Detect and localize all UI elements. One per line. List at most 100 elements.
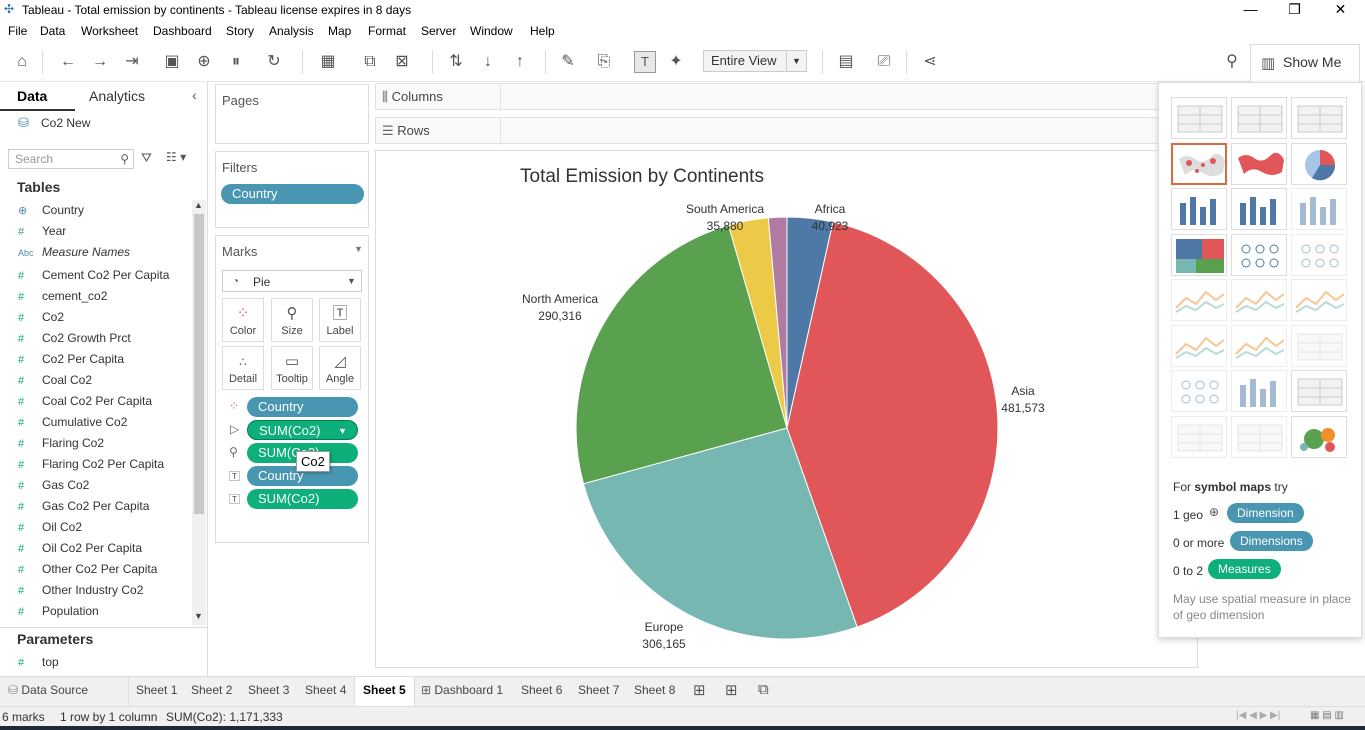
field-other-co2-per-capita[interactable]: # Other Co2 Per Capita [18,562,157,583]
show-me-dual-combination-icon[interactable] [1291,324,1347,367]
show-mark-labels-icon[interactable]: T [634,51,656,73]
redo-icon[interactable]: → [92,53,108,70]
menu-data[interactable]: Data [40,24,66,38]
view-toggle-icons[interactable]: ▦ ▤ ▥ [1310,710,1344,721]
show-me-pie-chart-icon[interactable] [1291,142,1347,185]
new-dashboard-icon[interactable]: ⊞ [725,682,738,699]
marks-color-button[interactable]: ⁘ Color [222,298,264,342]
mark-pill-country-label[interactable]: Country [247,466,358,486]
show-me-symbol-map-icon[interactable] [1171,142,1227,185]
menu-analysis[interactable]: Analysis [269,24,314,38]
collapse-panel-icon[interactable]: ‹ [192,87,197,103]
new-datasource-icon[interactable]: ⊕ [197,53,211,70]
rows-shelf[interactable]: ☰ Rows [375,117,1198,145]
marks-label-button[interactable]: 🅃 Label [319,298,361,342]
parameter-top[interactable]: # top [18,655,59,676]
menu-story[interactable]: Story [226,24,255,38]
field-co2[interactable]: # Co2 [18,310,64,331]
view-list-icon[interactable]: ☷ ▾ [166,150,187,164]
tab-sheet-6[interactable]: Sheet 6 [521,683,563,697]
minimize-button[interactable]: — [1243,1,1258,17]
show-me-treemap-icon[interactable] [1171,233,1227,276]
undo-icon[interactable]: ← [60,53,76,70]
tab-data[interactable]: Data [17,88,48,104]
menu-format[interactable]: Format [368,24,407,38]
field-gas-co2-per-capita[interactable]: # Gas Co2 Per Capita [18,499,149,520]
menu-server[interactable]: Server [421,24,457,38]
refresh-icon[interactable]: ↻ [267,53,281,70]
menu-dashboard[interactable]: Dashboard [153,24,212,38]
chevron-down-icon[interactable]: ▼ [354,244,363,254]
field-year[interactable]: # Year [18,224,66,245]
pages-shelf[interactable]: Pages [215,84,369,144]
menu-worksheet[interactable]: Worksheet [81,24,139,38]
show-me-stacked-bars-icon[interactable] [1231,188,1287,230]
show-me-bullet-graph-icon[interactable] [1231,415,1287,458]
swap-rows-columns-icon[interactable]: ⇅ [449,53,463,70]
filter-icon[interactable]: ⛛ [141,150,152,165]
show-me-gantt-chart-icon[interactable] [1171,415,1227,458]
tab-dashboard-1[interactable]: ⊞ Dashboard 1 [421,683,503,697]
filter-pill-country[interactable]: Country [221,184,364,204]
marks-detail-button[interactable]: ∴ Detail [222,346,264,390]
tab-sheet-5[interactable]: Sheet 5 [354,677,415,707]
datasource-name[interactable]: Co2 New [41,116,91,130]
show-me-histogram-icon[interactable] [1231,370,1287,412]
show-me-packed-bubbles-icon[interactable] [1291,415,1347,458]
tab-sheet-1[interactable]: Sheet 1 [136,683,178,697]
show-me-side-by-side-bars-icon[interactable] [1291,188,1347,230]
sheet-navigation-icons[interactable]: |◀ ◀ ▶ ▶| [1236,710,1281,721]
menu-window[interactable]: Window [470,24,513,38]
group-members-icon[interactable]: ⎘ [597,53,611,70]
field-cement-co2-per-capita[interactable]: # Cement Co2 Per Capita [18,268,169,289]
maximize-button[interactable]: ❐ [1288,1,1301,17]
menu-file[interactable]: File [8,24,28,38]
field-flaring-co2[interactable]: # Flaring Co2 [18,436,104,457]
field-population[interactable]: # Population [18,604,99,625]
duplicate-sheet-icon[interactable]: ⧉ [364,53,376,70]
show-me-circle-view-icon[interactable] [1231,233,1287,276]
new-story-icon[interactable]: ⧉ [758,681,769,698]
marks-size-button[interactable]: ⚲ Size [271,298,313,342]
mark-pill-sum-co2-label[interactable]: SUM(Co2) [247,489,358,509]
pie-slice-europe[interactable] [582,427,858,640]
scroll-up-icon[interactable]: ▲ [194,200,203,210]
replay-icon[interactable]: ⇥ [125,53,139,70]
field-cumulative-co2[interactable]: # Cumulative Co2 [18,415,127,436]
show-me-area-discrete-icon[interactable] [1231,324,1287,367]
share-icon[interactable]: ⋖ [923,53,937,70]
sort-descending-icon[interactable]: ↑ [516,53,524,70]
pie-slice-north-america[interactable] [575,224,788,485]
show-me-filled-map-icon[interactable] [1231,142,1287,185]
show-me-horizontal-bars-icon[interactable] [1171,188,1227,230]
menu-help[interactable]: Help [530,24,555,38]
show-cards-icon[interactable]: ▤ [838,53,854,70]
pie-slice-asia[interactable] [786,221,999,628]
pie-slice-other[interactable] [767,216,788,429]
tab-sheet-8[interactable]: Sheet 8 [634,683,676,697]
show-me-heat-map-icon[interactable] [1231,97,1287,139]
show-me-side-by-side-circles-icon[interactable] [1291,233,1347,276]
field-oil-co2[interactable]: # Oil Co2 [18,520,82,541]
field-measure-names[interactable]: Abc Measure Names [18,245,130,266]
view-mode-select[interactable]: Entire View ▼ [703,50,807,72]
columns-shelf[interactable]: ⫼ Columns [375,83,1198,111]
highlight-icon[interactable]: ✎ [561,53,575,70]
show-me-continuous-lines-icon[interactable] [1171,279,1227,321]
marks-angle-button[interactable]: ◿ Angle [319,346,361,390]
mark-pill-country-color[interactable]: Country [247,397,358,417]
tab-sheet-4[interactable]: Sheet 4 [305,683,347,697]
field-coal-co2[interactable]: # Coal Co2 [18,373,92,394]
show-me-text-table-icon[interactable] [1171,97,1227,139]
show-me-area-continuous-icon[interactable] [1171,324,1227,367]
menu-map[interactable]: Map [328,24,352,38]
new-worksheet-icon[interactable]: ▦ [320,53,336,70]
search-input[interactable]: Search ⚲ [8,149,134,169]
tab-sheet-2[interactable]: Sheet 2 [191,683,233,697]
tab-sheet-3[interactable]: Sheet 3 [248,683,290,697]
pin-icon[interactable]: ⚲ [1226,53,1238,70]
presentation-mode-icon[interactable]: ⎚ [877,53,891,70]
mark-type-select[interactable]: ◔ Pie ▼ [222,270,362,292]
tab-analytics[interactable]: Analytics [89,88,146,104]
show-me-button[interactable]: ▥ Show Me [1250,44,1360,82]
